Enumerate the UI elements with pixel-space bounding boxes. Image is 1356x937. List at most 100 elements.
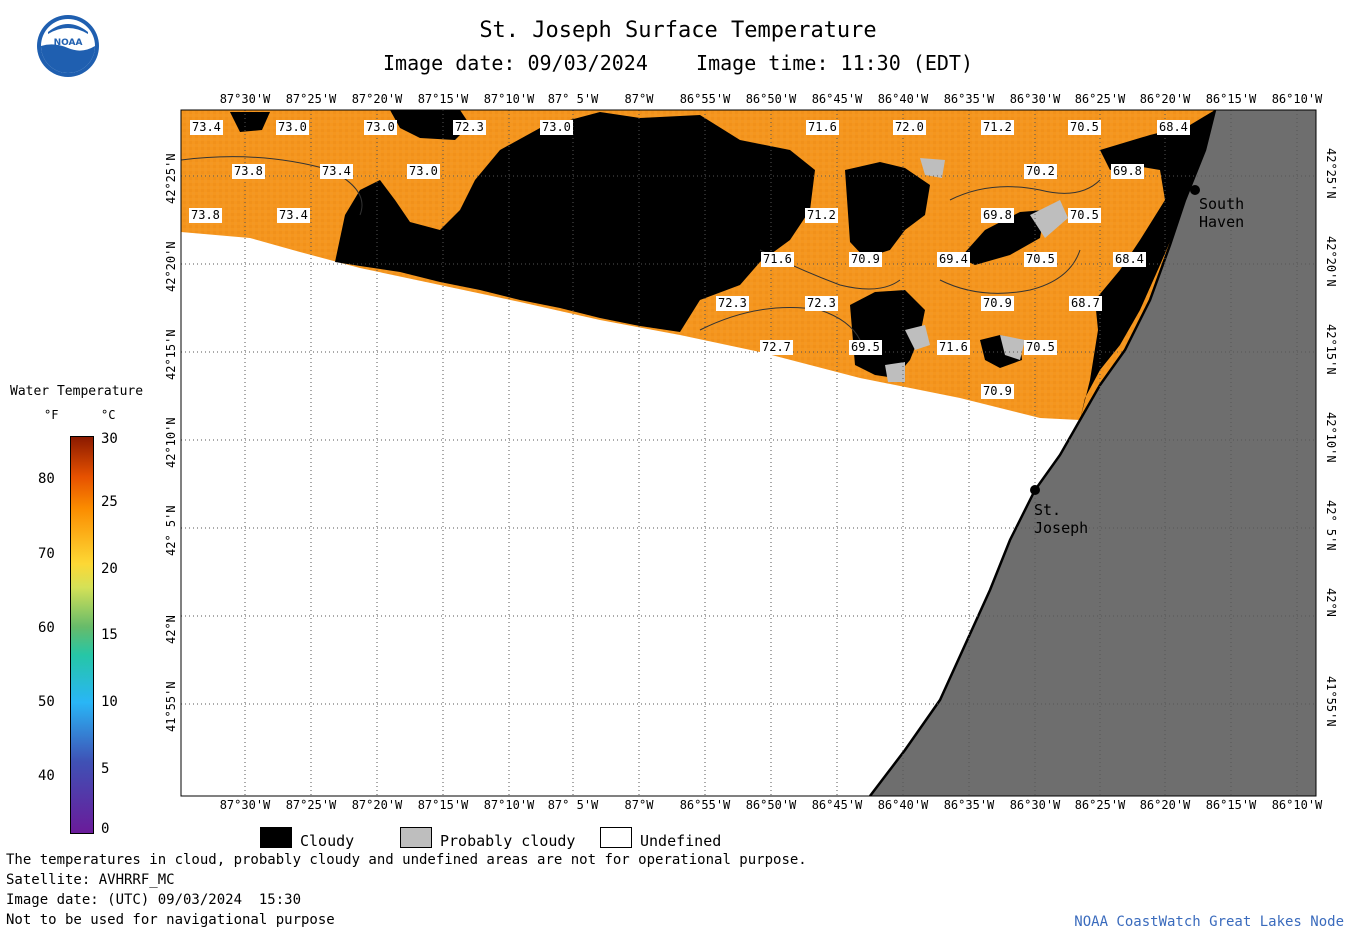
lat-tick-label: 42°20'N: [164, 241, 178, 292]
temperature-label: 73.4: [320, 164, 353, 179]
footer-satellite: Satellite: AVHRRF_MC: [6, 872, 175, 888]
temperature-label: 69.5: [849, 340, 882, 355]
lon-tick-label: 87°20'W: [351, 798, 403, 812]
temperature-label: 72.3: [716, 296, 749, 311]
st-joseph-marker: [1030, 485, 1040, 495]
lon-tick-label: 86°10'W: [1271, 798, 1323, 812]
colorbar-f-tick: 40: [38, 768, 55, 784]
lon-tick-label: 86°25'W: [1074, 92, 1126, 106]
noaa-logo-icon: NOAA: [36, 14, 100, 82]
lon-tick-label: 87°15'W: [417, 92, 469, 106]
lat-tick-label: 42° 5'N: [1324, 500, 1338, 551]
temperature-label: 70.9: [849, 252, 882, 267]
lon-tick-label: 87°10'W: [483, 92, 535, 106]
lon-tick-label: 87°W: [624, 92, 654, 106]
colorbar-c-tick: 10: [101, 694, 118, 710]
lat-tick-label: 42°25'N: [1324, 148, 1338, 199]
lon-tick-label: 86°20'W: [1139, 798, 1191, 812]
legend-swatch-cloudy: [260, 827, 292, 848]
temperature-label: 70.2: [1024, 164, 1057, 179]
colorbar-f-tick: 80: [38, 471, 55, 487]
lon-tick-label: 86°35'W: [943, 798, 995, 812]
lon-tick-label: 87°25'W: [285, 798, 337, 812]
temperature-label: 71.2: [981, 120, 1014, 135]
lon-tick-label: 86°50'W: [745, 798, 797, 812]
colorbar-c-tick: 25: [101, 494, 118, 510]
temperature-label: 69.8: [981, 208, 1014, 223]
temperature-label: 70.5: [1068, 208, 1101, 223]
temperature-label: 70.5: [1024, 252, 1057, 267]
lat-tick-label: 41°55'N: [164, 681, 178, 732]
lon-tick-label: 86°40'W: [877, 92, 929, 106]
noaa-logo-text: NOAA: [54, 38, 83, 48]
lon-tick-label: 86°25'W: [1074, 798, 1126, 812]
lat-tick-label: 42°25'N: [164, 153, 178, 204]
temperature-label: 68.7: [1069, 296, 1102, 311]
footer-credit: NOAA CoastWatch Great Lakes Node: [1074, 914, 1344, 930]
colorbar-unit-c: °C: [101, 408, 116, 422]
lon-tick-label: 87°W: [624, 798, 654, 812]
footer-nav-warning: Not to be used for navigational purpose: [6, 912, 335, 928]
colorbar-title: Water Temperature: [10, 384, 144, 399]
temperature-label: 68.4: [1157, 120, 1190, 135]
probably-cloudy-area: [905, 325, 930, 350]
cloud-area-mid3: [960, 210, 1045, 265]
lon-tick-label: 86°10'W: [1271, 92, 1323, 106]
lon-tick-label: 87°10'W: [483, 798, 535, 812]
temperature-label: 71.6: [937, 340, 970, 355]
lon-tick-label: 86°15'W: [1205, 92, 1257, 106]
temperature-label: 73.0: [364, 120, 397, 135]
temperature-label: 73.0: [540, 120, 573, 135]
lon-tick-label: 87°15'W: [417, 798, 469, 812]
temperature-label: 70.9: [981, 384, 1014, 399]
cloud-area-mid2: [850, 290, 925, 378]
lon-tick-label: 87° 5'W: [547, 92, 599, 106]
legend-swatch-probably-cloudy: [400, 827, 432, 848]
colorbar-c-tick: 30: [101, 431, 118, 447]
colorbar-c-tick: 0: [101, 821, 110, 837]
lon-tick-label: 87°20'W: [351, 92, 403, 106]
cloud-area-mid: [845, 162, 930, 258]
temperature-label: 72.3: [453, 120, 486, 135]
legend-swatch-undefined: [600, 827, 632, 848]
coastline: [869, 110, 1217, 796]
lon-tick-label: 86°20'W: [1139, 92, 1191, 106]
temperature-label: 70.5: [1068, 120, 1101, 135]
lon-tick-label: 86°35'W: [943, 92, 995, 106]
temperature-label: 72.7: [760, 340, 793, 355]
lat-tick-label: 42° 5'N: [164, 505, 178, 556]
lat-tick-label: 42°N: [164, 615, 178, 644]
temperature-label: 70.9: [981, 296, 1014, 311]
legend-label-probably-cloudy: Probably cloudy: [440, 832, 576, 850]
colorbar-c-tick: 20: [101, 561, 118, 577]
colorbar-f-tick: 50: [38, 694, 55, 710]
lat-tick-label: 42°10'N: [164, 417, 178, 468]
temperature-label: 73.8: [189, 208, 222, 223]
probably-cloudy-area: [1030, 200, 1068, 238]
colorbar: [70, 436, 94, 834]
lon-tick-label: 87°30'W: [219, 92, 271, 106]
land-area: [870, 110, 1316, 796]
lon-tick-label: 86°30'W: [1009, 92, 1061, 106]
temperature-label: 71.2: [805, 208, 838, 223]
temperature-label: 72.0: [893, 120, 926, 135]
footer-image-date: Image date: (UTC) 09/03/2024 15:30: [6, 892, 302, 908]
colorbar-c-tick: 5: [101, 761, 110, 777]
lat-tick-label: 41°55'N: [1324, 676, 1338, 727]
lat-tick-label: 42°10'N: [1324, 412, 1338, 463]
lon-tick-label: 87°25'W: [285, 92, 337, 106]
south-haven-marker: [1190, 185, 1200, 195]
lon-tick-label: 86°45'W: [811, 798, 863, 812]
temperature-label: 73.4: [190, 120, 223, 135]
lon-tick-label: 86°30'W: [1009, 798, 1061, 812]
colorbar-f-tick: 70: [38, 546, 55, 562]
footer-note: The temperatures in cloud, probably clou…: [6, 852, 807, 868]
temperature-label: 71.6: [806, 120, 839, 135]
lat-tick-label: 42°20'N: [1324, 236, 1338, 287]
probably-cloudy-area: [920, 158, 945, 178]
lon-tick-label: 86°55'W: [679, 92, 731, 106]
temperature-label: 71.6: [761, 252, 794, 267]
temperature-label: 72.3: [805, 296, 838, 311]
probably-cloudy-area: [885, 362, 905, 382]
temperature-label: 68.4: [1113, 252, 1146, 267]
